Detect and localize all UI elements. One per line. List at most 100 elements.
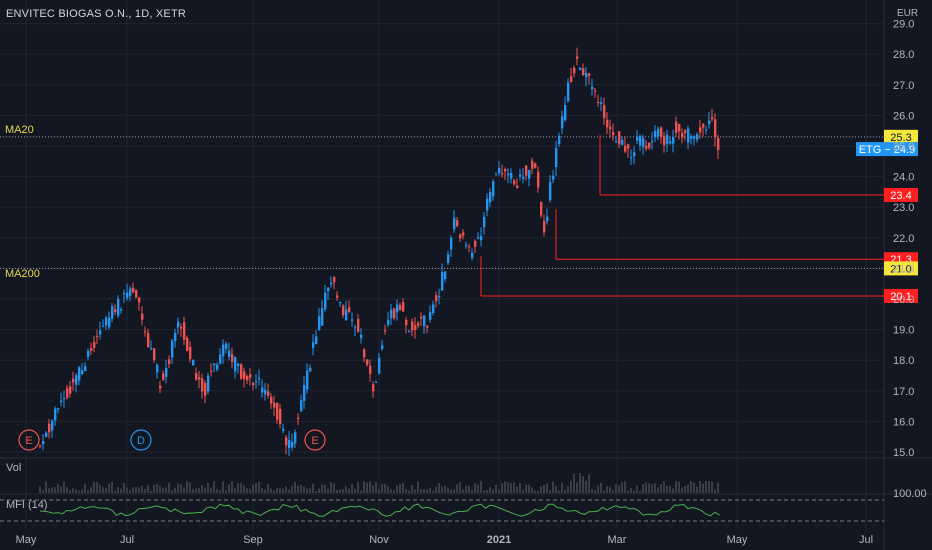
volume-bar — [459, 481, 461, 493]
y-tick-label: 16.0 — [893, 416, 914, 428]
volume-bar — [570, 480, 572, 493]
candle-body — [567, 82, 570, 102]
volume-bar — [546, 483, 548, 493]
candle-body — [450, 237, 453, 250]
volume-bar — [429, 487, 431, 493]
volume-bar — [477, 484, 479, 493]
candle-body — [633, 152, 636, 157]
candle-body — [453, 217, 456, 230]
candle-body — [273, 402, 276, 408]
candle-body — [57, 408, 60, 410]
volume-bar — [600, 482, 602, 493]
candle-body — [468, 246, 471, 248]
volume-bar — [267, 483, 269, 493]
candle-body — [711, 117, 714, 120]
volume-bar — [393, 489, 395, 493]
event-marker-label: E — [311, 435, 318, 447]
volume-bar — [621, 482, 623, 493]
candle-body — [681, 132, 684, 138]
volume-bar — [537, 490, 539, 493]
candle-body — [45, 432, 48, 437]
currency-label: EUR — [897, 8, 919, 19]
volume-bar — [84, 483, 86, 493]
volume-label[interactable]: Vol — [6, 462, 22, 474]
volume-bar — [612, 490, 614, 493]
level-tag — [884, 288, 918, 303]
candle-body — [312, 342, 315, 348]
volume-bar — [255, 483, 257, 493]
volume-bar — [558, 490, 560, 493]
volume-bar — [345, 486, 347, 493]
candle-body — [159, 385, 162, 389]
candle-body — [357, 318, 360, 332]
candle-body — [579, 68, 582, 71]
candle-body — [474, 240, 477, 247]
candle-body — [168, 359, 171, 364]
candle-body — [576, 56, 579, 59]
volume-bar — [150, 490, 152, 493]
candle-body — [216, 364, 219, 370]
volume-bar — [336, 490, 338, 493]
candle-body — [315, 336, 318, 344]
volume-bar — [594, 490, 596, 493]
volume-bar — [138, 487, 140, 493]
volume-bar — [465, 485, 467, 493]
volume-bar — [441, 486, 443, 493]
candle-body — [384, 330, 387, 332]
volume-bar — [258, 481, 260, 493]
volume-bar — [294, 481, 296, 493]
candle-body — [600, 102, 603, 105]
candle-body — [63, 398, 66, 400]
candle-body — [171, 340, 174, 358]
candle-body — [147, 332, 150, 348]
candle-body — [423, 315, 426, 327]
candle-body — [612, 132, 615, 136]
candle-body — [261, 387, 264, 393]
volume-bar — [516, 486, 518, 493]
mfi-label[interactable]: MFI (14) — [6, 499, 48, 511]
candle-body — [648, 142, 651, 148]
ma200-label[interactable]: MA200 — [5, 268, 40, 280]
ma20-label[interactable]: MA20 — [5, 124, 34, 136]
candle-body — [369, 365, 372, 375]
volume-bar — [216, 489, 218, 493]
candle-body — [234, 356, 237, 372]
volume-bar — [582, 476, 584, 493]
volume-bar — [72, 488, 74, 493]
candle-body — [138, 297, 141, 303]
x-tick-label: Nov — [369, 534, 389, 546]
candle-body — [585, 73, 588, 78]
candle-body — [186, 337, 189, 352]
candle-body — [99, 330, 102, 335]
candle-body — [72, 378, 75, 383]
candle-body — [396, 304, 399, 313]
candle-body — [690, 136, 693, 139]
ma200-tag — [884, 261, 918, 276]
candle-body — [237, 363, 240, 367]
volume-bar — [510, 483, 512, 493]
volume-bar — [174, 487, 176, 493]
volume-bar — [657, 487, 659, 493]
candle-body — [594, 90, 597, 92]
candle-body — [291, 441, 294, 448]
volume-bar — [528, 484, 530, 493]
y-tick-label: 15.0 — [893, 447, 914, 459]
volume-bar — [387, 486, 389, 493]
candle-body — [402, 302, 405, 312]
volume-bar — [462, 489, 464, 493]
volume-bar — [360, 490, 362, 493]
candle-body — [240, 364, 243, 379]
candle-body — [285, 437, 288, 446]
candle-body — [249, 374, 252, 378]
candle-body — [339, 301, 342, 303]
y-tick-label: 17.0 — [893, 386, 914, 398]
volume-bar — [129, 489, 131, 493]
volume-bar — [396, 485, 398, 493]
volume-bar — [492, 489, 494, 493]
candle-body — [246, 376, 249, 381]
volume-bar — [639, 490, 641, 493]
candle-body — [627, 144, 630, 149]
candle-body — [522, 176, 525, 179]
volume-bar — [180, 484, 182, 493]
